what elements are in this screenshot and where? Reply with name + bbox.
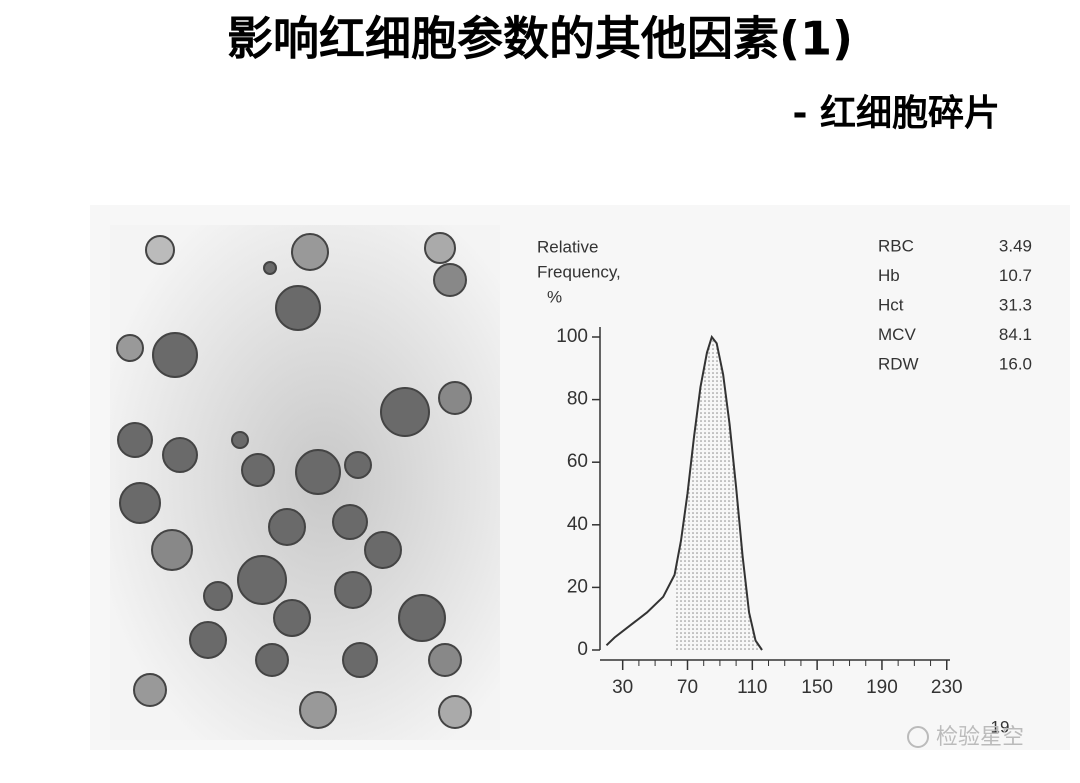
y-axis-label: Frequency, xyxy=(537,262,621,281)
lab-value: 31.3 xyxy=(999,295,1032,314)
x-tick-label: 230 xyxy=(931,677,963,698)
lab-name: Hct xyxy=(878,295,904,314)
x-tick-label: 70 xyxy=(677,677,698,698)
y-tick-label: 80 xyxy=(567,389,588,410)
lab-name: RBC xyxy=(878,236,914,255)
watermark: 检验星空 xyxy=(936,725,1024,750)
curve xyxy=(605,334,763,651)
shaded-area xyxy=(674,337,763,650)
y-axis-label: Relative xyxy=(537,237,598,256)
x-tick-label: 150 xyxy=(801,677,833,698)
y-tick-label: 40 xyxy=(567,514,588,535)
y-tick-label: 60 xyxy=(567,451,588,472)
x-tick-label: 190 xyxy=(866,677,898,698)
y-tick-label: 100 xyxy=(556,326,588,347)
slide-title: 影响红细胞参数的其他因素(1) xyxy=(227,12,853,66)
lab-name: MCV xyxy=(878,325,916,344)
watermark-icon xyxy=(907,726,929,748)
page-number: 19 xyxy=(991,717,1010,736)
lab-value: 10.7 xyxy=(999,266,1032,285)
lab-values: RBC 3.49 Hb 10.7 Hct 31.3 MCV 84.1 RDW 16.0 xyxy=(878,236,1032,373)
lab-value: 16.0 xyxy=(999,354,1032,373)
x-tick-label: 30 xyxy=(612,677,633,698)
lab-value: 84.1 xyxy=(999,325,1032,344)
lab-name: Hb xyxy=(878,266,900,285)
lab-value: 3.49 xyxy=(999,236,1032,255)
y-axis-label: % xyxy=(547,287,562,306)
x-tick-label: 110 xyxy=(737,677,767,698)
slide-subtitle: - 红细胞碎片 xyxy=(793,93,1000,134)
micrograph xyxy=(110,225,500,740)
y-tick-label: 20 xyxy=(567,576,588,597)
lab-name: RDW xyxy=(878,354,919,373)
y-tick-label: 0 xyxy=(577,639,588,660)
